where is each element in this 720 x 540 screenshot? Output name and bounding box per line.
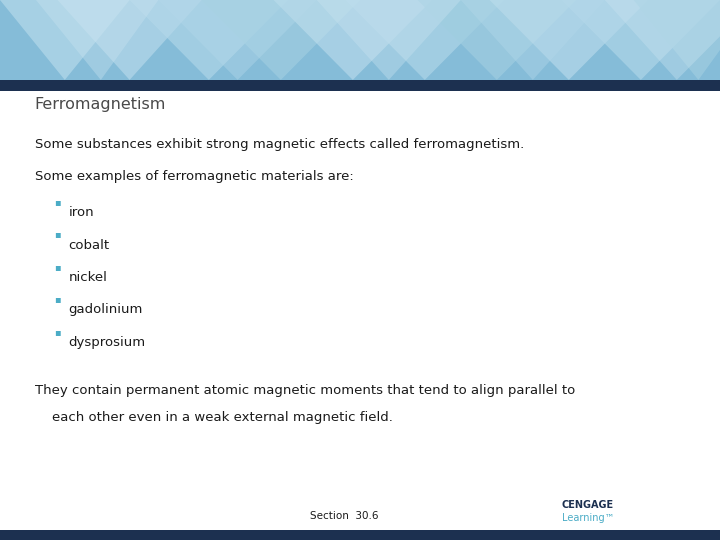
- Text: iron: iron: [68, 206, 94, 219]
- Bar: [0, 530, 720, 540]
- Text: ▪: ▪: [54, 230, 60, 239]
- Polygon shape: [0, 0, 130, 80]
- Polygon shape: [562, 0, 720, 80]
- Polygon shape: [130, 0, 288, 80]
- Text: Some examples of ferromagnetic materials are:: Some examples of ferromagnetic materials…: [35, 170, 354, 183]
- Text: cobalt: cobalt: [68, 239, 109, 252]
- Text: dysprosium: dysprosium: [68, 336, 145, 349]
- Bar: [0, 80, 720, 91]
- Text: Learning™: Learning™: [562, 514, 614, 523]
- Polygon shape: [317, 0, 461, 80]
- Text: They contain permanent atomic magnetic moments that tend to align parallel to: They contain permanent atomic magnetic m…: [35, 384, 575, 397]
- Text: CENGAGE: CENGAGE: [562, 501, 613, 510]
- Text: Some substances exhibit strong magnetic effects called ferromagnetism.: Some substances exhibit strong magnetic …: [35, 138, 524, 151]
- Polygon shape: [346, 0, 504, 80]
- Text: gadolinium: gadolinium: [68, 303, 143, 316]
- Text: Section  30.6: Section 30.6: [310, 511, 378, 521]
- Text: nickel: nickel: [68, 271, 107, 284]
- Polygon shape: [158, 0, 317, 80]
- Polygon shape: [461, 0, 605, 80]
- Polygon shape: [490, 0, 648, 80]
- Polygon shape: [274, 0, 432, 80]
- Text: ▪: ▪: [54, 294, 60, 304]
- Text: ▪: ▪: [54, 197, 60, 207]
- Polygon shape: [418, 0, 576, 80]
- Bar: [0, 0, 720, 80]
- Text: ▪: ▪: [54, 262, 60, 272]
- Polygon shape: [58, 0, 202, 80]
- Text: ▪: ▪: [54, 327, 60, 336]
- Polygon shape: [634, 0, 720, 80]
- Polygon shape: [36, 0, 158, 80]
- Polygon shape: [202, 0, 360, 80]
- Text: each other even in a weak external magnetic field.: each other even in a weak external magne…: [35, 411, 392, 424]
- Polygon shape: [605, 0, 720, 80]
- Text: Ferromagnetism: Ferromagnetism: [35, 97, 166, 112]
